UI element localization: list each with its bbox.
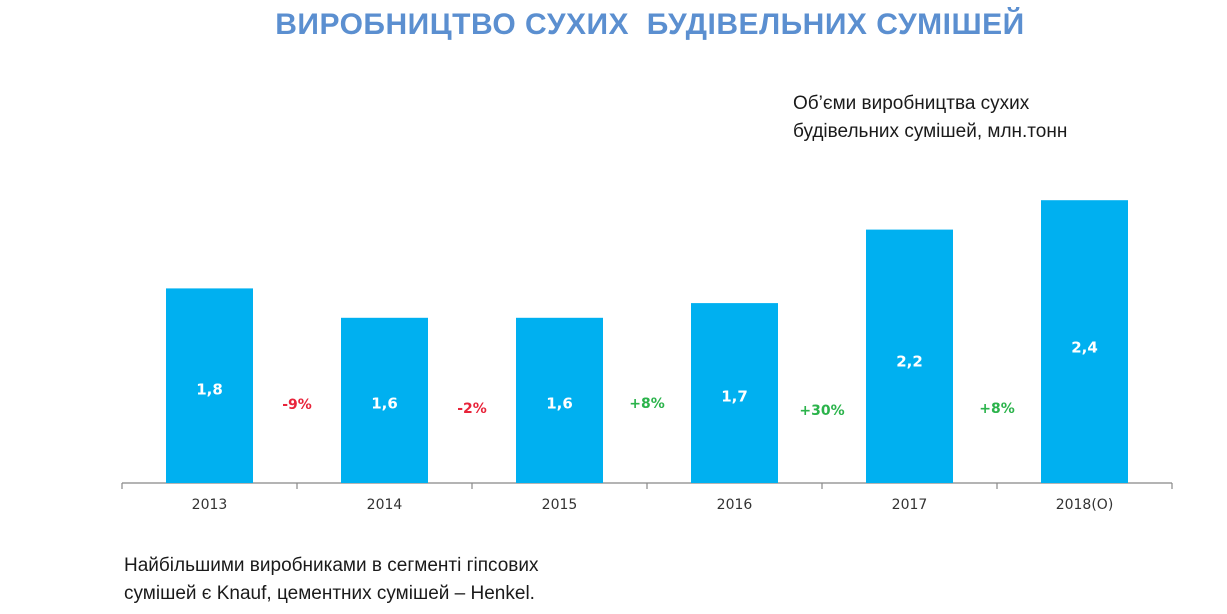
x-tick-label: 2017 [892, 497, 928, 513]
footnote: Найбільшими виробниками в сегменті гіпсо… [124, 552, 724, 608]
bar-value-label: 2,2 [896, 352, 923, 370]
chart-subtitle-line-2: будівельних сумішей, млн.тонн [793, 121, 1068, 142]
bar [166, 288, 253, 483]
bar-value-label: 1,6 [546, 395, 573, 413]
chart-subtitle: Об’єми виробництва сухих будівельних сум… [793, 90, 1173, 146]
x-tick-label: 2014 [367, 497, 403, 513]
change-label: +8% [629, 396, 665, 412]
change-label: +30% [799, 403, 844, 419]
bar-value-label: 1,8 [196, 381, 223, 399]
chart-subtitle-line-1: Об’єми виробництва сухих [793, 93, 1030, 114]
footnote-line-1: Найбільшими виробниками в сегменті гіпсо… [124, 555, 539, 576]
bar [516, 317, 603, 483]
bar [1041, 200, 1128, 483]
x-tick-label: 2013 [192, 497, 228, 513]
x-tick-label: 2015 [542, 497, 578, 513]
page-title: ВИРОБНИЦТВО СУХИХ БУДІВЕЛЬНИХ СУМІШЕЙ [275, 8, 1025, 41]
bar-value-label: 1,7 [721, 388, 748, 406]
x-tick-label: 2018(O) [1056, 497, 1114, 513]
bar [866, 229, 953, 483]
change-label: -9% [282, 397, 312, 413]
change-label: -2% [457, 401, 487, 417]
change-label: +8% [979, 401, 1015, 417]
bar [691, 303, 778, 483]
x-tick-label: 2016 [717, 497, 753, 513]
bar [341, 317, 428, 483]
footnote-line-2: сумішей є Knauf, цементних сумішей – Hen… [124, 583, 535, 604]
bar-value-label: 1,6 [371, 395, 398, 413]
bar-value-label: 2,4 [1071, 338, 1098, 356]
